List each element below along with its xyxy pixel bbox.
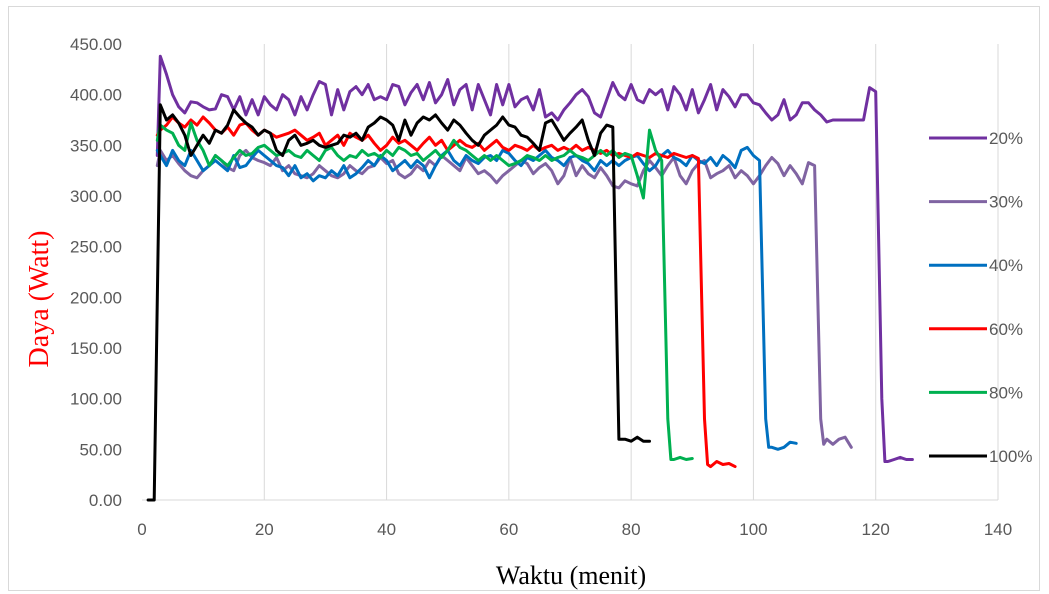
legend-label: 20% <box>989 129 1023 148</box>
legend-label: 100% <box>989 447 1032 466</box>
x-tick-labels: 0 20 40 60 80 100 120 140 <box>137 520 1012 539</box>
legend-label: 40% <box>989 256 1023 275</box>
series-line-30pct <box>155 148 853 449</box>
series-line-100pct <box>146 103 651 502</box>
y-tick-label: 250.00 <box>70 238 122 257</box>
series-line-80pct <box>155 121 694 461</box>
x-tick-label: 20 <box>255 520 274 539</box>
series-lines <box>146 54 914 502</box>
y-tick-label: 150.00 <box>70 339 122 358</box>
legend-label: 30% <box>989 193 1023 212</box>
x-axis-title: Waktu (menit) <box>496 561 646 590</box>
x-tick-label: 40 <box>377 520 396 539</box>
y-tick-label: 50.00 <box>79 440 122 459</box>
y-tick-label: 0.00 <box>89 491 122 510</box>
x-tick-label: 0 <box>137 520 146 539</box>
x-tick-label: 80 <box>622 520 641 539</box>
x-tick-label: 140 <box>984 520 1012 539</box>
series-line-20pct <box>155 54 914 463</box>
y-axis-title: Daya (Watt) <box>24 231 55 368</box>
y-tick-label: 100.00 <box>70 390 122 409</box>
legend: 20% 30% 40% 60% 80% 100% <box>929 129 1032 466</box>
legend-label: 60% <box>989 320 1023 339</box>
x-tick-label: 60 <box>499 520 518 539</box>
y-tick-label: 450.00 <box>70 35 122 54</box>
x-tick-label: 100 <box>739 520 767 539</box>
y-tick-label: 200.00 <box>70 288 122 307</box>
y-tick-label: 400.00 <box>70 86 122 105</box>
x-tick-label: 120 <box>862 520 890 539</box>
grid-lines <box>142 44 999 501</box>
y-tick-label: 350.00 <box>70 136 122 155</box>
y-tick-label: 300.00 <box>70 187 122 206</box>
legend-label: 80% <box>989 383 1023 402</box>
y-tick-labels: 0.00 50.00 100.00 150.00 200.00 250.00 300.00 3… <box>70 35 122 510</box>
